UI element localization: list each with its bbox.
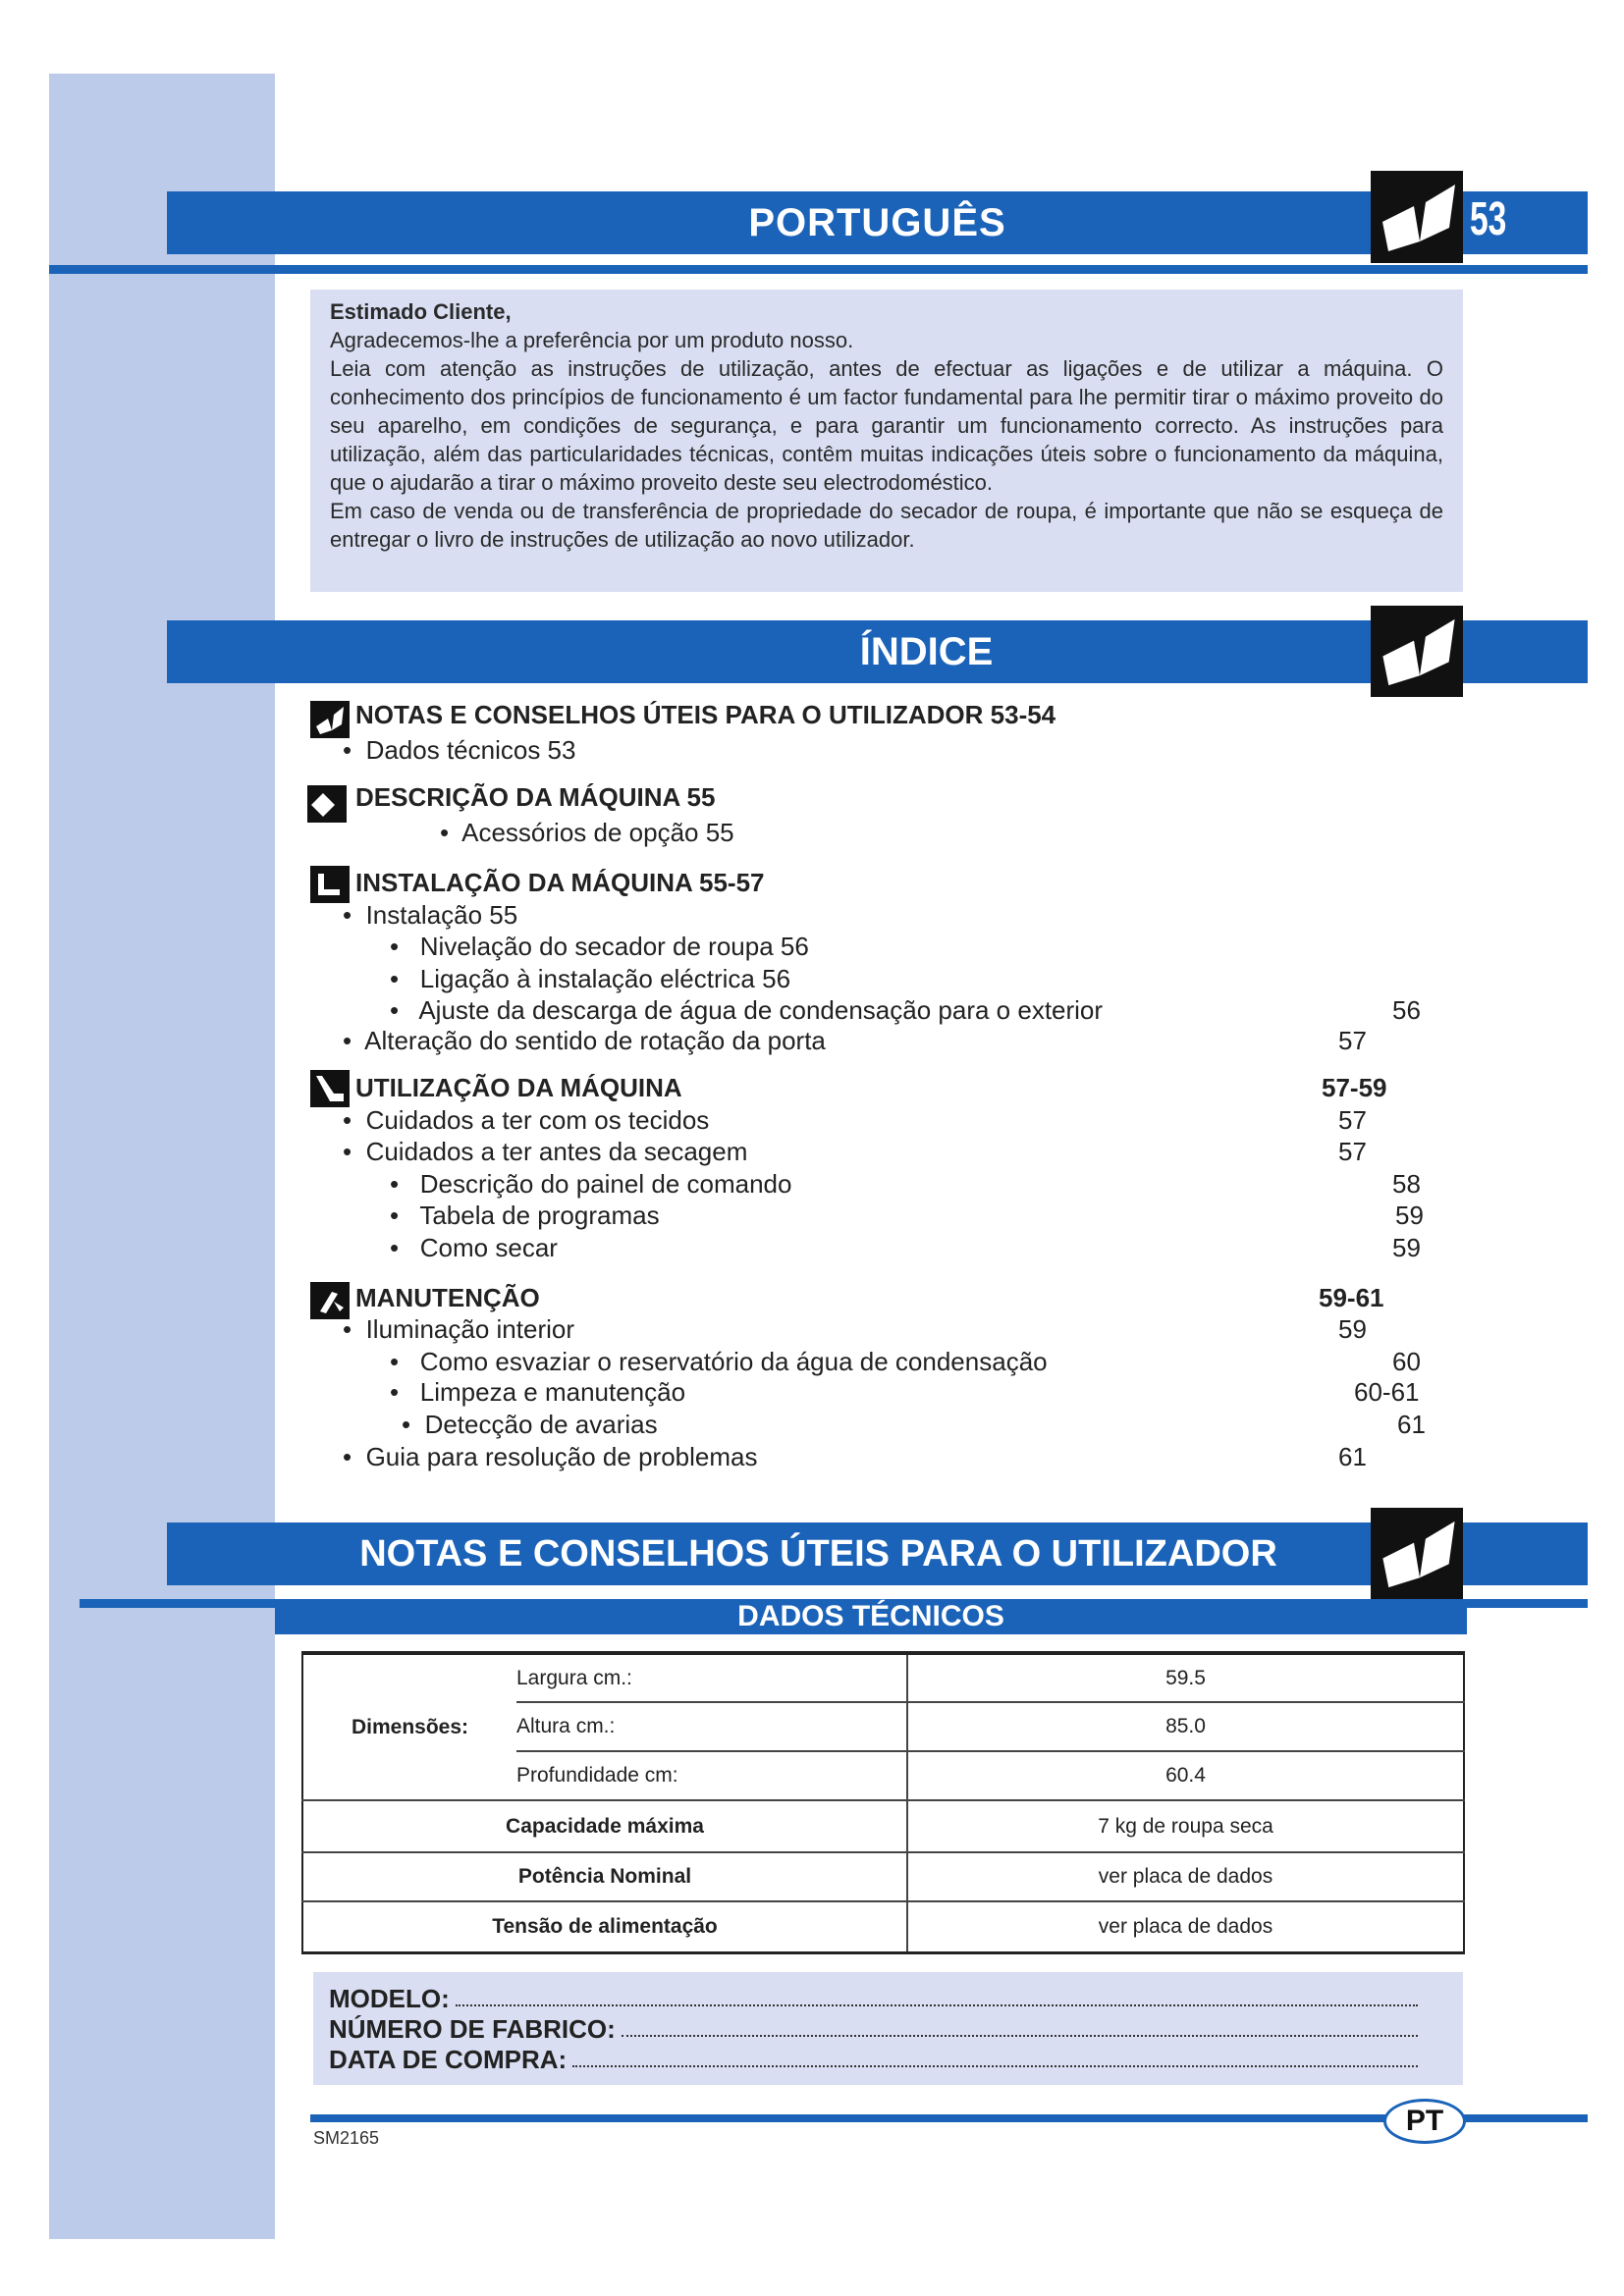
toc-heading[interactable]: INSTALAÇÃO DA MÁQUINA 55-57 [355, 868, 765, 897]
toc-page: 57 [1338, 1105, 1367, 1135]
toc-item[interactable]: • Cuidados a ter com os tecidos [343, 1105, 710, 1135]
notes-bar: NOTAS E CONSELHOS ÚTEIS PARA O UTILIZADO… [167, 1522, 1588, 1585]
header-rule [49, 265, 1588, 274]
toc-item[interactable]: • Guia para resolução de problemas [343, 1442, 758, 1471]
row-value: ver placa de dados [906, 1901, 1464, 1952]
toc-item[interactable]: • Acessórios de opção 55 [440, 818, 734, 847]
toc-item[interactable]: • Cuidados a ter antes da secagem [343, 1137, 748, 1166]
greeting: Estimado Cliente, [330, 299, 512, 324]
row-value: 85.0 [906, 1702, 1464, 1752]
toc-page: 60-61 [1354, 1377, 1420, 1407]
document-code: SM2165 [313, 2128, 380, 2148]
description-section-icon [307, 785, 347, 823]
dimensions-label: Dimensões: [302, 1653, 516, 1801]
toc-item[interactable]: • Descrição do painel de comando [390, 1169, 792, 1199]
toc-heading[interactable]: UTILIZAÇÃO DA MÁQUINA [355, 1073, 682, 1102]
open-book-icon [1371, 1508, 1463, 1599]
serial-label: NÚMERO DE FABRICO: [329, 2014, 616, 2044]
toc-page: 60 [1392, 1347, 1421, 1376]
row-label: Altura cm.: [516, 1702, 907, 1752]
toc-item[interactable]: • Alteração do sentido de rotação da por… [343, 1026, 826, 1055]
toc-item[interactable]: • Detecção de avarias [402, 1410, 658, 1439]
toc-heading[interactable]: DESCRIÇÃO DA MÁQUINA 55 [355, 782, 716, 812]
toc-page: 57 [1338, 1137, 1367, 1166]
row-value: 60.4 [906, 1751, 1464, 1801]
model-label: MODELO: [329, 1984, 450, 2013]
installation-section-icon [310, 866, 350, 903]
toc-heading[interactable]: MANUTENÇÃO [355, 1283, 540, 1312]
index-title: ÍNDICE [859, 630, 994, 673]
row-label: Potência Nominal [302, 1852, 907, 1902]
toc-item[interactable]: • Ligação à instalação eléctrica 56 [390, 964, 791, 993]
toc-item[interactable]: • Como secar [390, 1233, 558, 1262]
intro-paragraph: Em caso de venda ou de transferência de … [330, 499, 1443, 552]
intro-paragraph: Leia com atenção as instruções de utiliz… [330, 356, 1443, 495]
row-value: ver placa de dados [906, 1852, 1464, 1902]
toc-page: 59-61 [1319, 1283, 1384, 1312]
row-value: 59.5 [906, 1653, 1464, 1703]
intro-paragraph: Agradecemos-lhe a preferência por um pro… [330, 328, 854, 352]
intro-box: Estimado Cliente, Agradecemos-lhe a pref… [310, 290, 1463, 592]
page-title: PORTUGUÊS [748, 201, 1006, 244]
toc-page: 59 [1395, 1201, 1424, 1230]
table-row: Dimensões: Largura cm.: 59.5 [302, 1653, 1464, 1801]
toc-page: 59 [1338, 1314, 1367, 1344]
page-number: 53 [1470, 193, 1507, 245]
notes-title: NOTAS E CONSELHOS ÚTEIS PARA O UTILIZADO… [359, 1533, 1277, 1575]
notes-section-icon [310, 701, 350, 738]
table-row: Altura cm.: 85.0 [302, 1702, 1464, 1752]
date-label: DATA DE COMPRA: [329, 2045, 568, 2074]
toc-item[interactable]: • Tabela de programas [390, 1201, 660, 1230]
row-label: Largura cm.: [516, 1653, 907, 1703]
toc-item[interactable]: • Ajuste da descarga de água de condensa… [390, 995, 1104, 1025]
toc-page: 57-59 [1322, 1073, 1387, 1102]
usage-section-icon [310, 1070, 350, 1107]
row-label: Profundidade cm: [516, 1751, 907, 1801]
purchase-info-box: MODELO: NÚMERO DE FABRICO: DATA DE COMPR… [313, 1972, 1463, 2085]
header-bar: PORTUGUÊS [167, 191, 1588, 254]
open-book-icon [1371, 171, 1463, 263]
language-badge: PT [1383, 2099, 1466, 2144]
toc-item[interactable]: • Dados técnicos 53 [343, 735, 576, 765]
index-bar: ÍNDICE [167, 620, 1588, 683]
toc-item[interactable]: • Limpeza e manutenção [390, 1377, 686, 1407]
table-row: Tensão de alimentação ver placa de dados [302, 1901, 1464, 1952]
table-row: Profundidade cm: 60.4 [302, 1751, 1464, 1801]
subtitle-bar: DADOS TÉCNICOS [275, 1599, 1467, 1634]
toc-page: 57 [1338, 1026, 1367, 1055]
subtitle: DADOS TÉCNICOS [737, 1600, 1004, 1632]
toc-item[interactable]: • Iluminação interior [343, 1314, 574, 1344]
footer-rule [310, 2114, 1588, 2122]
row-label: Tensão de alimentação [492, 1914, 718, 1938]
toc-page: 61 [1397, 1410, 1426, 1439]
table-row: Capacidade máxima 7 kg de roupa seca [302, 1800, 1464, 1853]
toc-page: 58 [1392, 1169, 1421, 1199]
tech-data-table: Dimensões: Largura cm.: 59.5 Altura cm.:… [301, 1651, 1465, 1954]
toc-page: 59 [1392, 1233, 1421, 1262]
toc-item[interactable]: • Nivelação do secador de roupa 56 [390, 932, 809, 961]
table-row: Potência Nominal ver placa de dados [302, 1852, 1464, 1902]
maintenance-section-icon [310, 1282, 350, 1319]
purchase-date-field[interactable] [572, 2045, 1418, 2067]
toc-page: 56 [1392, 995, 1421, 1025]
model-field[interactable] [455, 1984, 1418, 2006]
toc-heading[interactable]: NOTAS E CONSELHOS ÚTEIS PARA O UTILIZADO… [355, 700, 1056, 729]
row-value: 7 kg de roupa seca [906, 1800, 1464, 1853]
toc-item[interactable]: • Instalação 55 [343, 900, 518, 930]
toc-page: 61 [1338, 1442, 1367, 1471]
row-label: Capacidade máxima [302, 1800, 907, 1853]
open-book-icon [1371, 606, 1463, 697]
side-strip [49, 74, 275, 2239]
toc-item[interactable]: • Como esvaziar o reservatório da água d… [390, 1347, 1048, 1376]
serial-field[interactable] [621, 2014, 1418, 2037]
